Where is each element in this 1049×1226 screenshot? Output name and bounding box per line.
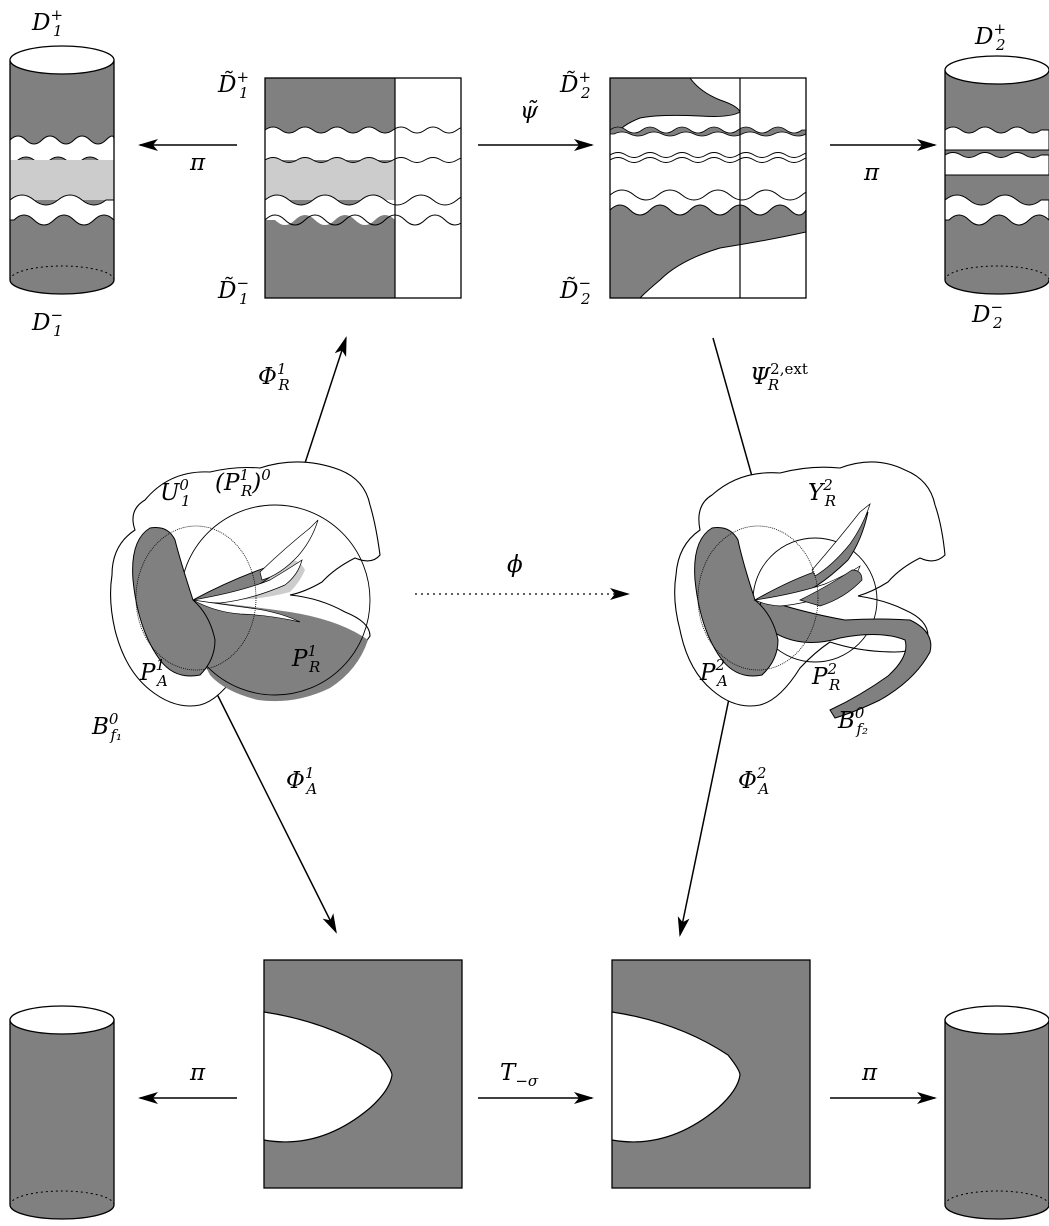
cylinder-top-right [944,55,1049,295]
basin-left [109,461,381,707]
basin-right [674,461,946,719]
square-bottom-left [263,959,463,1189]
arrow-phi-A1 [199,659,337,934]
label-Psi-R2ext: Ψ2,ext R [750,360,808,394]
label-T-sigma: T−σ [500,1060,539,1090]
label-Phi-R1: Φ1 R [258,360,290,394]
label-phi: ϕ [507,552,523,578]
label-PR1-0: (P1 R)0 [215,466,271,500]
arrow-phi-A2 [677,659,738,937]
label-U1-0: U0 1 [160,476,190,510]
label-PR1: P1 R [291,642,320,676]
cylinder-bottom-left [9,1005,115,1220]
label-psi-tilde: ψ̃ [520,98,539,124]
square-D1-tilde [264,77,462,299]
label-Bf2: B0 f₂ [837,704,868,738]
label-Phi-A1: Φ1 A [286,764,317,798]
label-pi-top-right: π [863,160,880,186]
label-PA1: P1 A [139,656,168,690]
label-pi-bottom-right: π [861,1060,878,1086]
label-D1-tilde-plus: D̃+ 1 [217,68,249,102]
label-D1-plus: D+ 1 [31,6,63,40]
label-Phi-A2: Φ2 A [738,764,769,798]
label-D2-tilde-plus: D̃+ 2 [559,68,591,102]
cylinder-top-left [9,45,115,295]
square-D2-tilde [609,77,807,299]
label-D1-minus: D− 1 [31,306,63,340]
label-Bf1: B0 f₁ [91,710,122,744]
label-PA2: P2 A [699,656,728,690]
label-D2-tilde-minus: D̃− 2 [559,274,591,308]
label-PR2: P2 R [811,660,840,694]
label-D2-plus: D+ 2 [974,20,1006,54]
label-pi-bottom-left: π [189,1060,206,1086]
label-D2-minus: D− 2 [971,298,1003,332]
label-YR2: Y2 R [808,476,836,510]
label-D1-tilde-minus: D̃− 1 [217,274,249,308]
label-pi-top-left: π [189,150,206,176]
square-bottom-right [611,959,811,1189]
cylinder-bottom-right [944,1005,1049,1220]
